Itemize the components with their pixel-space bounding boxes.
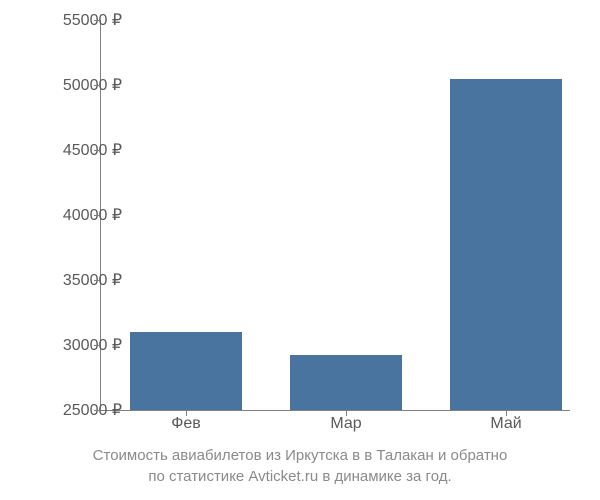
y-tick-label: 30000 ₽	[63, 335, 122, 355]
price-chart: 25000 ₽ 30000 ₽ 35000 ₽ 40000 ₽ 45000 ₽ 50000…	[0, 0, 600, 500]
chart-caption: Стоимость авиабилетов из Иркутска в в Та…	[0, 445, 600, 487]
x-tick-label: Май	[490, 415, 521, 433]
x-tick-label: Мар	[330, 415, 361, 433]
y-tick-mark	[94, 215, 100, 216]
y-tick-label: 40000 ₽	[63, 205, 122, 225]
caption-line-2: по статистике Avticket.ru в динамике за …	[148, 468, 451, 485]
x-tick-label: Фев	[171, 415, 201, 433]
chart-bar	[450, 79, 562, 411]
y-tick-label: 25000 ₽	[63, 400, 122, 420]
y-tick-label: 50000 ₽	[63, 75, 122, 95]
x-axis-line	[100, 410, 570, 411]
y-tick-mark	[94, 280, 100, 281]
chart-bar	[290, 355, 402, 410]
y-tick-mark	[94, 345, 100, 346]
x-tick-mark	[186, 410, 187, 416]
x-tick-mark	[346, 410, 347, 416]
y-tick-mark	[94, 20, 100, 21]
y-tick-mark	[94, 150, 100, 151]
x-tick-mark	[506, 410, 507, 416]
y-tick-mark	[94, 410, 100, 411]
y-tick-label: 45000 ₽	[63, 140, 122, 160]
caption-line-1: Стоимость авиабилетов из Иркутска в в Та…	[93, 447, 508, 464]
chart-bar	[130, 332, 242, 410]
y-tick-label: 55000 ₽	[63, 10, 122, 30]
y-tick-mark	[94, 85, 100, 86]
y-tick-label: 35000 ₽	[63, 270, 122, 290]
